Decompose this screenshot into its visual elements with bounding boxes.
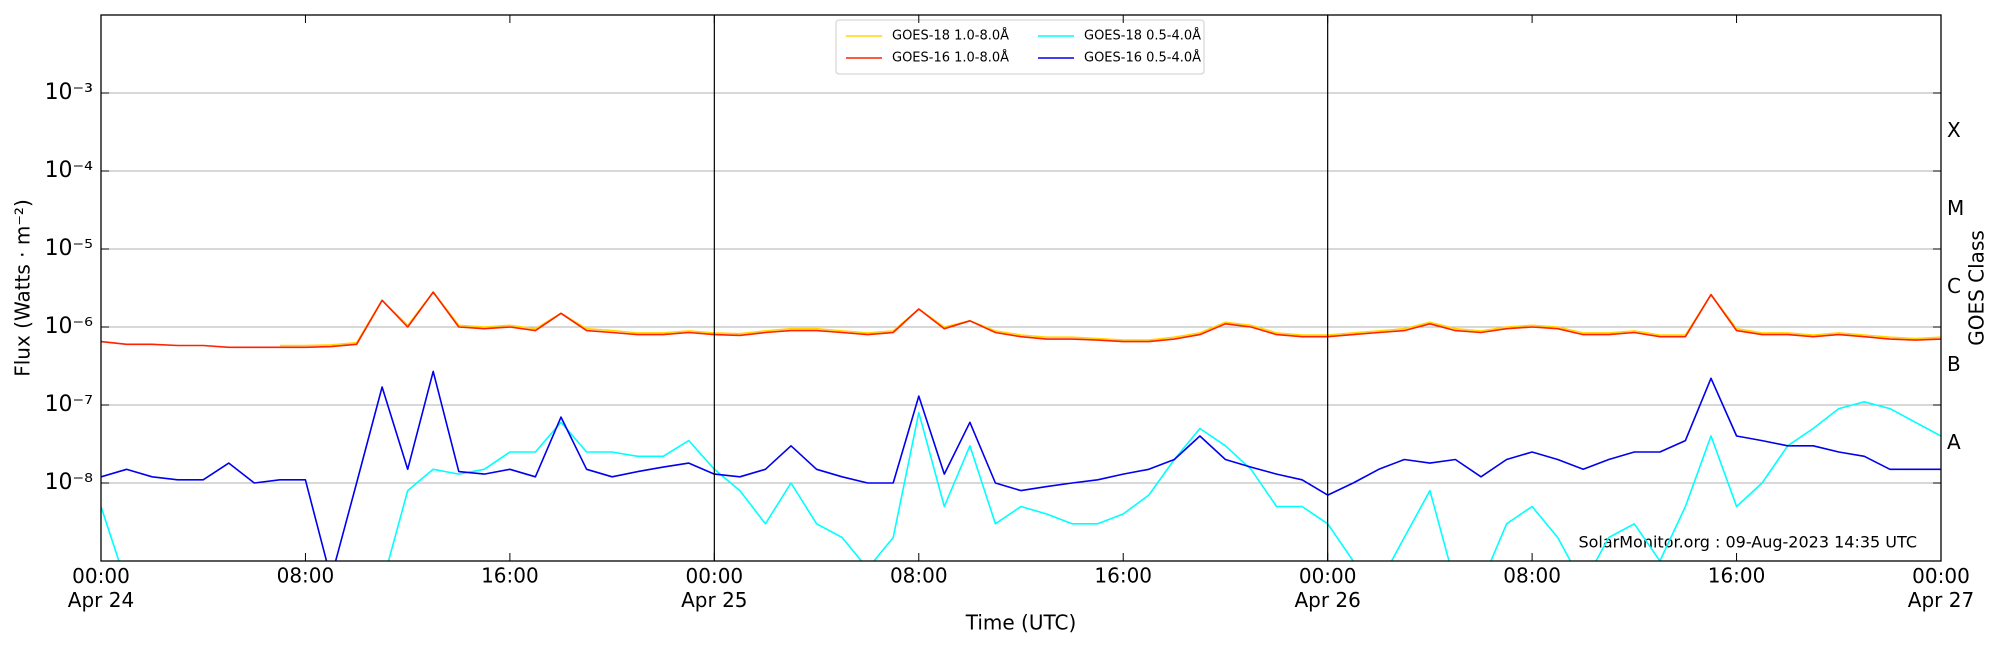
x-axis-label: Time (UTC) [965, 611, 1077, 635]
plot-lines [101, 92, 1941, 561]
y2-tick-label: X [1947, 118, 1961, 142]
series-line [279, 291, 1941, 347]
legend-label: GOES-16 1.0-8.0Å [892, 50, 1009, 66]
y2-tick-label: A [1947, 430, 1961, 454]
plot-frame [100, 14, 1942, 562]
y2-tick-label: B [1947, 352, 1961, 376]
x-tick-label: 00:00 Apr 27 [1908, 564, 1974, 612]
x-tick-label: 00:00 Apr 26 [1294, 564, 1360, 612]
x-tick-label: 16:00 [1708, 564, 1766, 588]
legend-label: GOES-18 1.0-8.0Å [892, 28, 1009, 44]
y-tick-label: 10⁻⁶ [45, 314, 94, 339]
y-tick-label: 10⁻³ [45, 80, 93, 105]
y-axis-label: Flux (Watts · m⁻²) [11, 199, 35, 377]
y-tick-label: 10⁻⁸ [45, 470, 94, 495]
x-tick-label: 08:00 [277, 564, 335, 588]
legend-label: GOES-18 0.5-4.0Å [1084, 28, 1201, 44]
x-tick-label: 08:00 [1503, 564, 1561, 588]
x-tick-label: 16:00 [1094, 564, 1152, 588]
x-tick-label: 16:00 [481, 564, 539, 588]
legend-label: GOES-16 0.5-4.0Å [1084, 50, 1201, 66]
x-tick-label: 00:00 Apr 24 [68, 564, 134, 612]
series-line [101, 291, 1941, 349]
y2-axis-label: GOES Class [1965, 230, 1989, 346]
x-tick-label: 08:00 [890, 564, 948, 588]
y2-tick-label: C [1947, 274, 1961, 298]
y2-tick-label: M [1947, 196, 1964, 220]
y-tick-label: 10⁻⁷ [45, 392, 93, 417]
legend-box [835, 19, 1205, 75]
annotation: SolarMonitor.org : 09-Aug-2023 14:35 UTC [1578, 533, 1917, 552]
legend: GOES-18 1.0-8.0Å GOES-16 1.0-8.0Å GOES-18 … [835, 19, 1205, 75]
y-tick-label: 10⁻⁵ [45, 236, 93, 261]
x-tick-label: 00:00 Apr 25 [681, 564, 747, 612]
y-tick-label: 10⁻⁴ [45, 158, 94, 183]
series-line [101, 370, 1941, 561]
series-line [101, 401, 1941, 561]
